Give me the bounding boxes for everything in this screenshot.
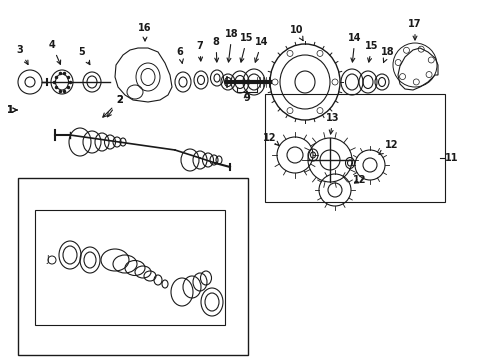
Text: 12: 12 xyxy=(379,140,399,154)
Text: 11: 11 xyxy=(445,153,459,163)
Text: 15: 15 xyxy=(240,33,254,62)
Text: 13: 13 xyxy=(326,113,340,134)
Text: 14: 14 xyxy=(255,37,269,62)
Text: 6: 6 xyxy=(176,47,183,63)
Text: 4: 4 xyxy=(49,40,61,64)
Text: 3: 3 xyxy=(17,45,28,64)
Text: 1: 1 xyxy=(7,105,17,115)
Text: 15: 15 xyxy=(365,41,379,62)
Bar xyxy=(265,94,445,202)
Text: 8: 8 xyxy=(213,37,220,62)
Text: 17: 17 xyxy=(408,19,422,40)
Text: 16: 16 xyxy=(138,23,152,41)
Text: 18: 18 xyxy=(225,29,239,62)
Text: 10: 10 xyxy=(290,25,304,41)
Text: 9: 9 xyxy=(244,93,250,103)
Text: 12: 12 xyxy=(353,175,367,185)
Bar xyxy=(35,210,225,325)
Text: 2: 2 xyxy=(107,95,123,117)
Bar xyxy=(18,178,248,355)
Text: 2: 2 xyxy=(103,95,123,117)
Text: 1: 1 xyxy=(7,105,17,115)
Text: 12: 12 xyxy=(263,133,280,146)
Text: 18: 18 xyxy=(381,47,395,63)
Text: 14: 14 xyxy=(348,33,362,62)
Text: 5: 5 xyxy=(78,47,90,64)
Text: 7: 7 xyxy=(196,41,203,61)
Text: J: J xyxy=(47,256,49,265)
